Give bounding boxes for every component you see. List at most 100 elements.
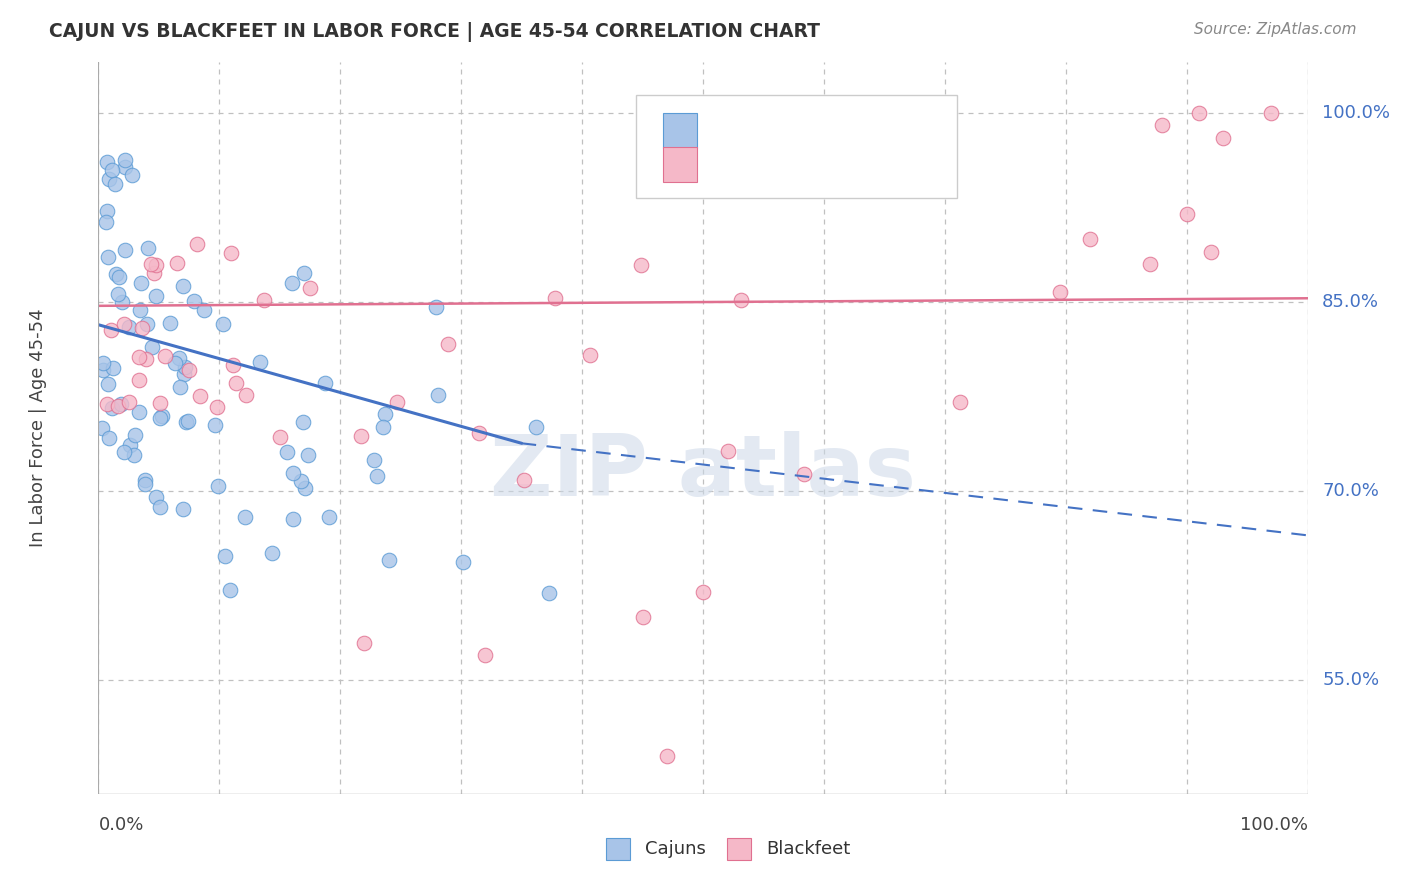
Point — [167, 351, 190, 366]
FancyBboxPatch shape — [637, 95, 957, 198]
Point — [269, 429, 291, 443]
Point — [221, 358, 243, 372]
Point — [292, 415, 315, 429]
Point — [373, 420, 395, 434]
Text: 0.012: 0.012 — [769, 155, 835, 174]
Point — [107, 399, 129, 413]
Point — [350, 429, 373, 443]
Text: Blackfeet: Blackfeet — [766, 839, 851, 858]
Point — [139, 257, 162, 271]
Point — [290, 475, 312, 489]
Point — [96, 397, 118, 411]
Point — [260, 546, 283, 560]
Point — [142, 266, 165, 280]
Point — [91, 356, 114, 370]
FancyBboxPatch shape — [664, 113, 697, 148]
Point — [1188, 106, 1211, 120]
FancyBboxPatch shape — [606, 838, 630, 860]
Point — [543, 291, 565, 305]
Point — [281, 512, 304, 526]
Text: In Labor Force | Age 45-54: In Labor Force | Age 45-54 — [30, 309, 46, 548]
Point — [173, 367, 195, 381]
Text: 70.0%: 70.0% — [1322, 483, 1379, 500]
Point — [145, 258, 167, 272]
Point — [219, 582, 242, 597]
Point — [148, 395, 170, 409]
Point — [104, 177, 127, 191]
Point — [211, 317, 233, 331]
Point — [578, 348, 600, 362]
Point — [118, 320, 141, 334]
Point — [631, 610, 654, 624]
Point — [138, 241, 160, 255]
Point — [353, 635, 375, 649]
Text: R =: R = — [716, 121, 756, 140]
Point — [204, 417, 226, 432]
Point — [1212, 131, 1234, 145]
Point — [655, 749, 678, 764]
Point — [136, 317, 159, 331]
Point — [453, 555, 475, 569]
Point — [174, 415, 197, 429]
Point — [537, 586, 560, 600]
Point — [294, 481, 316, 495]
Point — [374, 407, 396, 421]
Point — [166, 256, 188, 270]
Point — [188, 389, 211, 403]
Point — [150, 409, 173, 424]
Point — [122, 448, 145, 462]
Point — [98, 172, 121, 186]
Point — [297, 448, 319, 462]
Point — [108, 270, 131, 285]
Point — [101, 162, 124, 177]
Point — [107, 286, 129, 301]
Point — [1260, 106, 1282, 120]
Point — [145, 490, 167, 504]
Point — [179, 363, 201, 377]
Point — [163, 355, 186, 369]
Point — [437, 337, 460, 351]
Point — [717, 444, 740, 458]
Point — [1139, 257, 1161, 271]
Point — [172, 279, 194, 293]
Point — [118, 438, 141, 452]
Text: 100.0%: 100.0% — [1240, 816, 1308, 834]
Point — [318, 510, 340, 524]
Point — [169, 380, 191, 394]
FancyBboxPatch shape — [727, 838, 751, 860]
Point — [467, 425, 489, 440]
Point — [101, 401, 124, 415]
Text: ZIP atlas: ZIP atlas — [491, 431, 915, 514]
Text: Cajuns: Cajuns — [645, 839, 706, 858]
Point — [111, 295, 134, 310]
Point — [134, 476, 156, 491]
Point — [378, 553, 401, 567]
Point — [101, 360, 124, 375]
Point — [96, 214, 118, 228]
Point — [214, 549, 236, 563]
Point — [96, 154, 118, 169]
Point — [949, 394, 972, 409]
Point — [225, 376, 247, 390]
Point — [145, 288, 167, 302]
Point — [207, 479, 229, 493]
Point — [730, 293, 752, 308]
Point — [110, 397, 132, 411]
Point — [149, 411, 172, 425]
Point — [100, 323, 122, 337]
Text: 100.0%: 100.0% — [1322, 103, 1391, 122]
Point — [1152, 119, 1174, 133]
Text: R =: R = — [716, 155, 756, 174]
Point — [97, 250, 120, 264]
Point — [1199, 244, 1222, 259]
Point — [114, 153, 136, 168]
Text: -0.042: -0.042 — [769, 121, 837, 140]
Point — [276, 445, 298, 459]
Point — [387, 395, 409, 409]
Point — [114, 160, 136, 174]
Point — [524, 420, 547, 434]
Point — [155, 349, 177, 363]
Point — [426, 387, 449, 401]
Point — [474, 648, 496, 662]
Point — [141, 340, 163, 354]
